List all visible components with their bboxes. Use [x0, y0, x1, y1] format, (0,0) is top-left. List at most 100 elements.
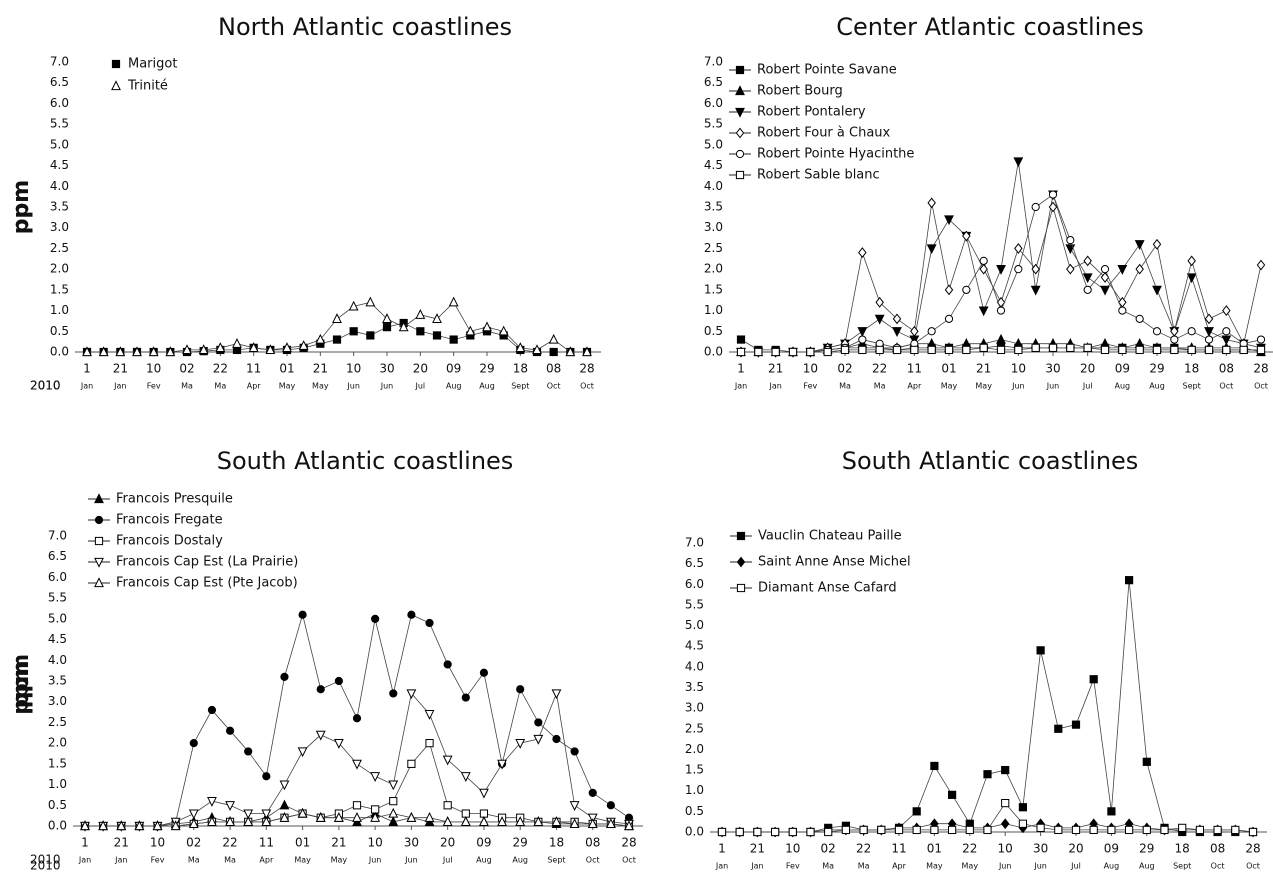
y-tick-label: 1.5: [685, 763, 704, 777]
data-point: [443, 801, 452, 810]
x-tick-month: Fev: [147, 382, 161, 391]
y-tick-label: 3.0: [704, 220, 723, 234]
data-point: [497, 816, 507, 826]
x-tick-month: Ma: [822, 862, 834, 871]
series-line: [741, 161, 1262, 353]
legend-marker: [735, 107, 745, 118]
data-point: [298, 340, 309, 350]
y-tick-label: 3.5: [685, 680, 704, 694]
data-point: [875, 345, 884, 355]
y-tick-label: 0.5: [685, 804, 704, 818]
y-tick-label: 1.0: [704, 303, 723, 317]
data-point: [962, 285, 971, 294]
data-point: [788, 827, 797, 837]
data-point: [1256, 345, 1266, 355]
y-tick-label: 7.0: [685, 536, 704, 550]
data-point: [497, 759, 507, 770]
legend-marker: [111, 59, 121, 69]
x-tick-label: 09: [1115, 362, 1130, 376]
data-point: [1048, 201, 1058, 213]
x-tick-label: 11: [259, 836, 274, 850]
y-axis-label: ppm: [9, 180, 34, 234]
x-tick-month: Fev: [803, 382, 817, 391]
data-point: [962, 345, 971, 355]
x-tick-month: Aug: [1104, 862, 1120, 871]
data-point: [207, 816, 217, 826]
y-tick-label: 4.5: [685, 639, 704, 653]
data-point: [225, 801, 235, 812]
data-point: [332, 335, 342, 344]
y-tick-label: 4.0: [48, 653, 67, 667]
x-tick-label: 18: [1184, 362, 1199, 376]
y-tick-label: 1.0: [685, 783, 704, 797]
data-point: [1135, 314, 1144, 323]
y-tick-label: 1.0: [50, 303, 69, 317]
data-point: [930, 825, 939, 835]
data-point: [841, 825, 850, 835]
x-tick-month: Jan: [113, 382, 126, 391]
year-label: 2010: [30, 379, 61, 393]
x-tick-label: 09: [1104, 842, 1119, 856]
x-tick-month: Jun: [346, 382, 360, 391]
y-tick-label: 7.0: [50, 55, 69, 69]
data-point: [333, 811, 344, 822]
x-tick-month: May: [312, 382, 329, 391]
data-point: [948, 790, 957, 799]
y-tick-label: 7.0: [704, 55, 723, 69]
data-point: [1187, 255, 1196, 267]
y-tick-label: 6.0: [704, 96, 723, 110]
x-tick-label: 08: [585, 836, 600, 850]
y-tick-label: 3.0: [685, 701, 704, 715]
x-tick-label: 21: [976, 362, 991, 376]
data-point: [1222, 305, 1231, 316]
x-tick-month: Apr: [907, 382, 922, 391]
x-tick-month: Ma: [858, 862, 870, 871]
data-point: [1018, 803, 1027, 812]
data-point: [1239, 345, 1248, 355]
legend-marker: [94, 493, 104, 504]
data-point: [315, 730, 326, 741]
data-point: [736, 335, 746, 344]
y-tick-label: 2.0: [48, 736, 67, 750]
x-tick-month: Aug: [476, 856, 492, 865]
x-tick-label: 10: [146, 362, 161, 376]
y-tick-label: 1.5: [50, 282, 69, 296]
y-tick-label: 0.5: [48, 798, 67, 812]
data-point: [606, 801, 615, 810]
y-tick-label: 6.5: [685, 556, 704, 570]
data-point: [432, 331, 442, 340]
y-tick-label: 2.0: [50, 262, 69, 276]
data-point: [1083, 255, 1092, 267]
data-point: [243, 816, 254, 826]
data-point: [983, 825, 992, 835]
y-tick-label: 1.0: [48, 777, 67, 791]
data-point: [416, 327, 425, 336]
x-tick-month: Jun: [380, 382, 394, 391]
data-point: [996, 265, 1006, 275]
y-tick-label: 1.5: [704, 282, 723, 296]
y-axis-label: ppm: [9, 660, 34, 714]
data-point: [465, 325, 476, 336]
data-point: [115, 346, 126, 357]
year-label: 2010: [30, 379, 61, 393]
y-tick-label: 0.5: [704, 324, 723, 338]
data-point: [1031, 263, 1040, 275]
data-point: [516, 685, 525, 694]
data-point: [1000, 818, 1010, 830]
y-tick-label: 1.5: [48, 756, 67, 770]
data-point: [1152, 345, 1162, 355]
data-point: [962, 230, 971, 242]
data-point: [858, 335, 867, 344]
legend-label: Saint Anne Anse Michel: [758, 555, 911, 570]
data-point: [1031, 202, 1040, 212]
data-point: [533, 734, 544, 745]
data-point: [717, 827, 727, 837]
y-tick-label: 6.5: [50, 75, 69, 89]
data-point: [588, 788, 597, 797]
data-point: [479, 668, 489, 677]
series-line: [722, 580, 1253, 833]
data-point: [261, 809, 272, 820]
x-tick-label: 22: [962, 842, 977, 856]
x-tick-label: 29: [513, 836, 528, 850]
data-point: [371, 614, 380, 623]
